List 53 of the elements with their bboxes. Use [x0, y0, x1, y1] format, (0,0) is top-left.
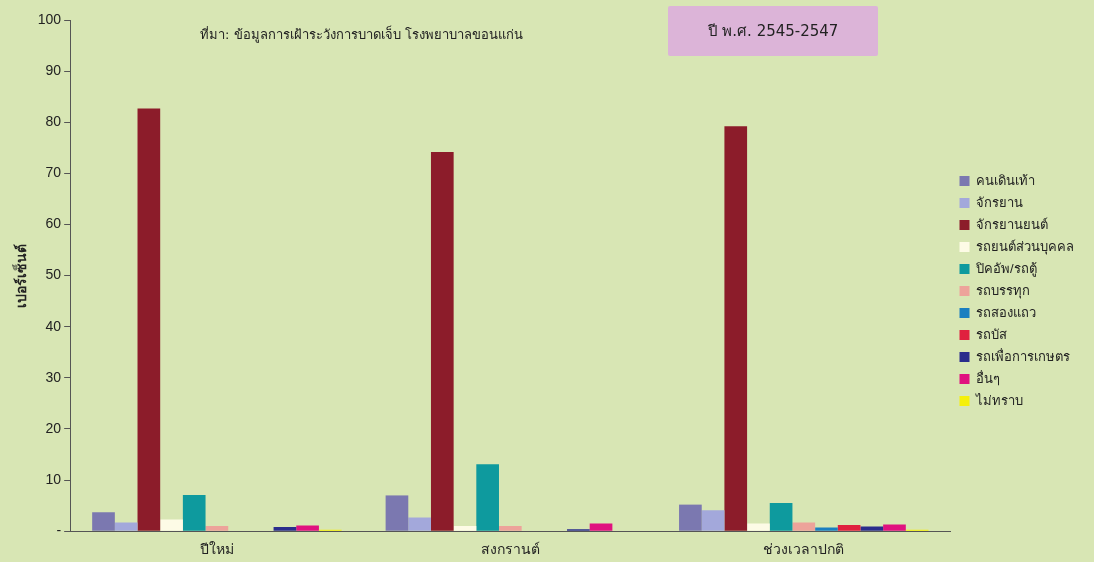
- y-tick-label: 50: [45, 266, 62, 283]
- bar: [476, 464, 499, 531]
- y-tick-label: 10: [45, 470, 62, 487]
- legend-label: จักรยานยนต์: [976, 216, 1048, 232]
- bar: [883, 524, 906, 531]
- bar: [137, 108, 161, 531]
- legend-label: รถบัส: [976, 326, 1007, 342]
- y-tick-label: 90: [45, 61, 62, 78]
- legend-label: รถสองแถว: [976, 304, 1036, 320]
- y-tick-label: 30: [45, 368, 62, 385]
- legend-label: รถยนต์ส่วนบุคคล: [976, 238, 1074, 255]
- y-tick-label: -: [56, 522, 62, 539]
- bar: [701, 510, 725, 531]
- bar: [205, 526, 229, 531]
- y-tick-label: 40: [45, 317, 62, 334]
- bar: [837, 525, 861, 531]
- legend-label: จักรยาน: [976, 194, 1023, 210]
- bar: [453, 526, 477, 531]
- legend-label: คนเดินเท้า: [976, 172, 1035, 188]
- title-box: ปี พ.ศ. 2545-2547: [668, 6, 878, 56]
- bar: [792, 522, 816, 531]
- x-tick-label: ปีใหม่: [199, 541, 234, 558]
- bar: [160, 519, 183, 531]
- bar: [679, 504, 702, 531]
- y-axis-title: เปอร์เซ็นต์: [12, 243, 30, 308]
- bar: [589, 523, 613, 531]
- y-tick-label: 60: [45, 215, 62, 232]
- bar: [724, 126, 748, 531]
- legend-label: ไม่ทราบ: [975, 392, 1023, 408]
- y-tick-label: 20: [45, 419, 62, 436]
- y-tick-label: 70: [45, 164, 62, 181]
- bar: [182, 494, 206, 531]
- annotation: ที่มา: ข้อมูลการเฝ้าระวังการบาดเจ็บ โรงพยาบาลขอนแก่น: [200, 24, 523, 45]
- bar: [430, 151, 454, 531]
- y-tick-label: 80: [45, 113, 62, 130]
- legend-label: รถบรรทุก: [976, 282, 1030, 299]
- bar: [860, 526, 884, 531]
- bar: [408, 517, 431, 531]
- legend-label: อื่นๆ: [976, 369, 1000, 386]
- bar: [815, 527, 838, 531]
- bar: [747, 523, 770, 531]
- bar: [296, 525, 319, 531]
- bar: [92, 512, 115, 531]
- y-tick-label: 100: [37, 10, 62, 27]
- bar: [273, 527, 297, 531]
- legend-label: ปิคอัพ/รถตู้: [975, 260, 1037, 277]
- x-tick-label: ช่วงเวลาปกติ: [763, 541, 845, 558]
- bar: [498, 526, 522, 531]
- bar: [769, 503, 793, 531]
- x-tick-label: สงกรานต์: [480, 541, 540, 558]
- bar: [385, 495, 409, 531]
- legend-label: รถเพื่อการเกษตร: [976, 347, 1070, 364]
- bar: [114, 522, 138, 531]
